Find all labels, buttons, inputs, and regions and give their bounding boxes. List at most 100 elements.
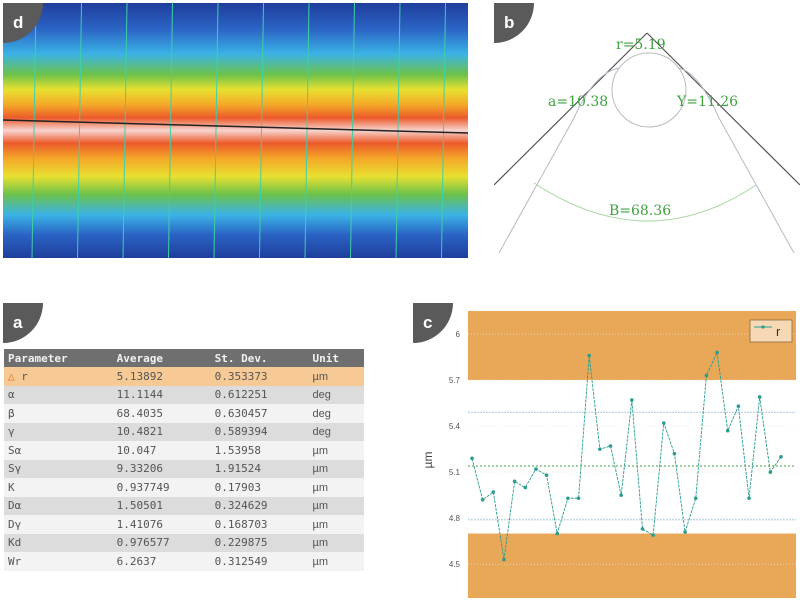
unit-cell: deg	[308, 404, 364, 423]
unit-cell-text: µm	[312, 518, 329, 531]
stdev-cell: 0.630457	[210, 404, 309, 423]
y-tick-label: 6	[456, 330, 461, 339]
stdev-cell: 0.589394	[210, 422, 309, 441]
data-point	[640, 527, 645, 531]
heatmap-image	[3, 3, 468, 258]
data-point	[651, 533, 655, 537]
data-point	[598, 447, 602, 451]
y-tick-label: 4.8	[449, 514, 461, 523]
grid-line	[304, 3, 310, 258]
grid-line	[259, 3, 264, 258]
legend-label: r	[776, 324, 781, 339]
panel-d-heatmap: d	[3, 3, 468, 258]
data-point	[630, 398, 634, 402]
average-cell: 5.13892	[112, 367, 211, 386]
table-row: γ 10.4821 0.589394 deg	[4, 422, 364, 441]
tip-circle	[611, 52, 687, 128]
y-tick-label: 4.5	[449, 560, 461, 569]
table-header: Parameter Average St. Dev. Unit	[4, 349, 364, 367]
stdev-cell: 0.17903	[210, 478, 309, 497]
stdev-cell: 0.324629	[210, 496, 309, 515]
right-profile	[678, 67, 795, 254]
stdev-cell-text: 0.589394	[214, 425, 268, 439]
param-cell-text: β	[8, 406, 15, 420]
data-point	[512, 479, 517, 484]
line-chart: 4.5 4.8 5.1 5.4 5.7 6 µm r	[421, 311, 796, 598]
param-cell-text: α	[8, 388, 15, 402]
param-cell: β	[4, 404, 113, 423]
average-cell-text: 10.047	[116, 443, 157, 457]
table-row: Dγ 1.41076 0.168703 µm	[4, 515, 364, 534]
unit-cell: µm	[308, 533, 364, 552]
stdev-cell: 0.353373	[210, 367, 309, 386]
table-row: β 68.4035 0.630457 deg	[4, 404, 364, 423]
label-gamma: Y=11.26	[676, 94, 738, 110]
average-cell: 11.1144	[112, 385, 211, 404]
table-row: Dα 1.50501 0.324629 µm	[4, 496, 364, 515]
data-point	[715, 350, 719, 355]
table-row: K 0.937749 0.17903 µm	[4, 478, 364, 497]
data-point	[587, 353, 592, 358]
data-point	[491, 490, 496, 494]
unit-cell-text: µm	[312, 463, 329, 476]
y-axis-label: µm	[421, 452, 435, 469]
param-cell-text: r	[21, 369, 28, 383]
header-average: Average	[112, 349, 211, 367]
data-point	[523, 485, 528, 490]
data-point	[534, 467, 538, 471]
table-row: Wr 6.2637 0.312549 µm	[4, 552, 364, 571]
grid-line	[213, 3, 219, 258]
stdev-cell-text: 0.17903	[214, 480, 261, 494]
table-row: Sα 10.047 1.53958 µm	[4, 441, 364, 460]
grid-line	[31, 3, 37, 258]
stdev-cell: 0.312549	[210, 552, 309, 571]
data-point	[555, 531, 560, 536]
average-cell: 10.4821	[112, 422, 211, 441]
unit-cell-text: deg	[312, 407, 331, 420]
panel-c-chart: c 4.5 4.8 5.1 5.4 5.7 6 µm r	[410, 300, 800, 603]
data-point	[619, 493, 623, 497]
stdev-cell-text: 0.630457	[214, 406, 268, 420]
unit-cell-text: µm	[312, 500, 329, 513]
legend-marker-icon	[761, 325, 765, 329]
average-cell: 68.4035	[112, 404, 211, 423]
average-cell: 1.50501	[112, 496, 211, 515]
panel-a-table: a Parameter Average St. Dev. Unit △ r 5.1…	[0, 300, 370, 603]
data-point	[470, 456, 474, 461]
table-row: Sγ 9.33206 1.91524 µm	[4, 459, 364, 478]
data-point	[779, 455, 783, 459]
series-line-r	[471, 350, 782, 560]
grid-line	[441, 3, 446, 258]
y-tick-label: 5.7	[449, 376, 461, 385]
parameter-table: Parameter Average St. Dev. Unit △ r 5.138…	[4, 349, 364, 571]
data-point	[672, 451, 677, 456]
data-point	[768, 470, 773, 474]
stdev-cell-text: 0.168703	[214, 517, 268, 531]
data-point	[757, 395, 762, 399]
param-cell: Wr	[4, 552, 113, 571]
average-cell-text: 1.50501	[116, 499, 163, 513]
table-row: Kd 0.976577 0.229875 µm	[4, 533, 364, 552]
data-point	[608, 444, 613, 448]
param-cell-text: Sγ	[8, 462, 22, 476]
data-point	[544, 473, 549, 478]
data-point	[480, 497, 485, 502]
table-row: △ r 5.13892 0.353373 µm	[4, 367, 364, 386]
unit-cell-text: µm	[312, 444, 329, 457]
unit-cell: µm	[308, 459, 364, 478]
label-beta: B=68.36	[609, 203, 671, 219]
data-point	[693, 496, 698, 501]
data-point	[725, 428, 730, 433]
stdev-cell-text: 0.312549	[214, 554, 268, 568]
average-cell: 0.937749	[112, 478, 211, 497]
unit-cell: µm	[308, 552, 364, 571]
param-cell: α	[4, 385, 113, 404]
control-band	[468, 533, 796, 598]
y-tick-label: 5.1	[449, 468, 461, 477]
stdev-cell-text: 1.53958	[214, 443, 261, 457]
stdev-cell-text: 1.91524	[214, 462, 261, 476]
stdev-cell-text: 0.324629	[214, 499, 268, 513]
data-point	[661, 421, 666, 425]
unit-cell: deg	[308, 385, 364, 404]
label-alpha: a=10.38	[548, 94, 608, 110]
